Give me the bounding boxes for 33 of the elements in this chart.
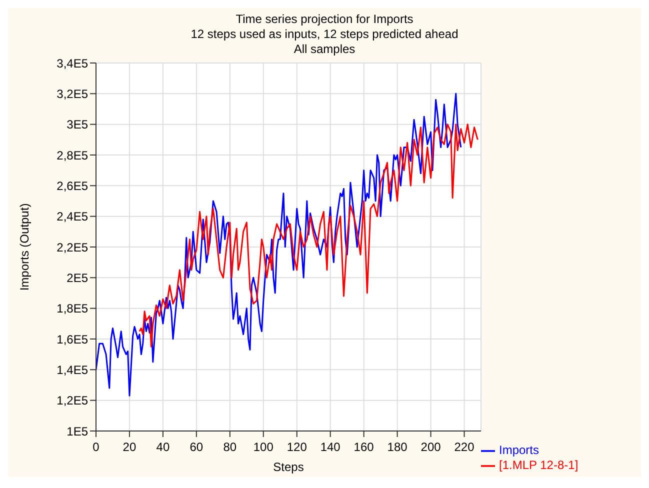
legend-label: Imports xyxy=(499,443,540,458)
y-tick-label: 2,6E5 xyxy=(56,178,88,193)
x-tick-label: 140 xyxy=(320,440,341,454)
legend-label: [1.MLP 12-8-1] xyxy=(499,458,578,472)
x-tick-label: 60 xyxy=(190,440,204,454)
y-tick-label: 2,4E5 xyxy=(56,210,88,224)
x-tick-label: 20 xyxy=(122,440,136,454)
y-tick-label: 1,6E5 xyxy=(56,332,88,346)
y-tick-label: 3,2E5 xyxy=(56,86,88,101)
y-tick-label: 3,4E5 xyxy=(56,56,88,70)
x-tick-label: 180 xyxy=(387,440,408,454)
x-tick-label: 220 xyxy=(454,440,475,454)
y-tick-label: 2,2E5 xyxy=(56,240,88,254)
x-axis-title: Steps xyxy=(273,460,304,474)
x-tick-label: 0 xyxy=(92,440,100,454)
y-tick-label: 1,4E5 xyxy=(56,362,88,377)
x-tick-label: 120 xyxy=(286,440,308,454)
x-tick-label: 80 xyxy=(223,440,237,454)
chart-title: Time series projection for Imports xyxy=(234,12,414,27)
x-tick-label: 40 xyxy=(156,440,170,454)
y-tick-label: 1E5 xyxy=(66,424,88,438)
x-tick-label: 200 xyxy=(420,440,442,454)
line-series xyxy=(138,124,478,348)
x-tick-label: 160 xyxy=(354,440,374,454)
y-tick-label: 1,8E5 xyxy=(56,302,88,316)
x-tick-label: 100 xyxy=(253,440,274,454)
y-tick-label: 2,8E5 xyxy=(56,148,88,162)
y-tick-label: 1,2E5 xyxy=(56,394,88,408)
line-series xyxy=(96,92,462,396)
y-axis-title: Imports (Output) xyxy=(17,203,32,291)
chart-subtitle: 12 steps used as inputs, 12 steps predicted ahead All samples xyxy=(190,27,460,57)
y-tick-label: 2E5 xyxy=(66,270,88,285)
y-tick-label: 3E5 xyxy=(66,118,88,132)
